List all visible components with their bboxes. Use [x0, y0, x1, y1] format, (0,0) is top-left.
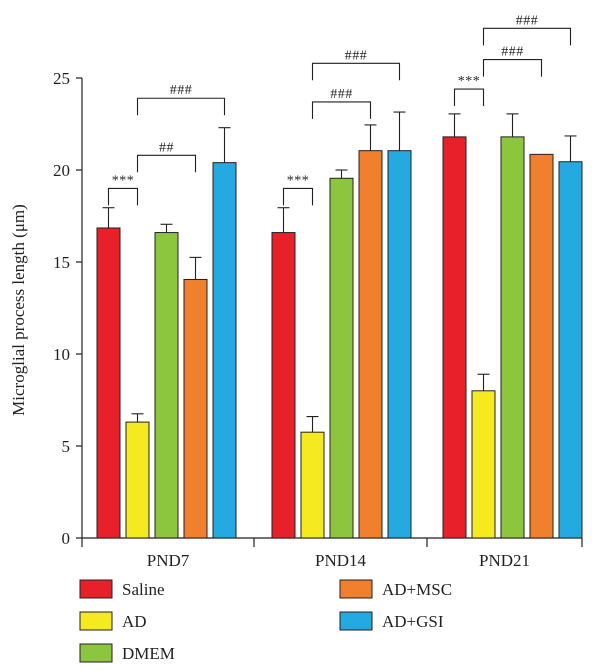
significance-label: ### [516, 13, 539, 28]
bar [529, 153, 554, 539]
y-tick-label: 20 [53, 161, 70, 180]
y-tick-label: 25 [53, 69, 70, 88]
legend-swatch [339, 611, 373, 631]
bar [442, 136, 467, 539]
bars [96, 136, 583, 539]
legend-label: DMEM [122, 644, 175, 663]
significance-bracket [482, 27, 572, 46]
bar [300, 431, 325, 539]
significance-bracket [282, 187, 314, 206]
legend-label: AD+GSI [382, 612, 444, 631]
significance-label: ## [159, 140, 174, 155]
bar [212, 162, 237, 539]
legend-swatch [79, 579, 113, 599]
axes: 0 5 10 15 20 25 PND7 PND14 PND21 [53, 69, 583, 570]
significance-label: *** [287, 173, 310, 188]
significance-brackets: ***#####***######***###### [107, 13, 572, 206]
significance-label: ### [501, 45, 524, 60]
y-tick-label: 5 [62, 437, 71, 456]
legend: Saline AD DMEM AD+MSC AD+GSI [79, 579, 452, 663]
legend-label: AD [122, 612, 147, 631]
significance-bracket [311, 101, 372, 119]
y-tick-label: 15 [53, 253, 70, 272]
y-axis-label: Microglial process length (μm) [9, 204, 28, 416]
bar [558, 161, 583, 539]
significance-label: *** [458, 74, 481, 89]
x-tick-label: PND14 [315, 551, 367, 570]
significance-bracket [136, 97, 226, 116]
legend-swatch [79, 611, 113, 631]
significance-bracket [311, 62, 401, 81]
bar [471, 390, 496, 539]
bar [271, 232, 296, 539]
bar [125, 421, 150, 539]
bar [329, 177, 354, 539]
bar [154, 232, 179, 539]
significance-label: ### [330, 87, 353, 102]
y-tick-label: 10 [53, 345, 70, 364]
legend-label: AD+MSC [382, 580, 452, 599]
y-tick-label: 0 [62, 529, 71, 548]
significance-bracket [107, 187, 139, 206]
legend-swatch [339, 579, 373, 599]
bar [500, 136, 525, 539]
x-tick-label: PND7 [147, 551, 190, 570]
significance-label: ### [170, 83, 193, 98]
bar [96, 227, 121, 539]
legend-swatch [79, 643, 113, 663]
significance-bracket [482, 59, 543, 77]
legend-label: Saline [122, 580, 165, 599]
significance-label: *** [112, 173, 135, 188]
bar [387, 150, 412, 539]
significance-label: ### [345, 48, 368, 63]
bar [183, 278, 208, 539]
bar [358, 150, 383, 539]
significance-bracket [453, 88, 485, 107]
significance-bracket [136, 154, 197, 173]
error-bars [102, 111, 577, 433]
x-tick-label: PND21 [479, 551, 530, 570]
